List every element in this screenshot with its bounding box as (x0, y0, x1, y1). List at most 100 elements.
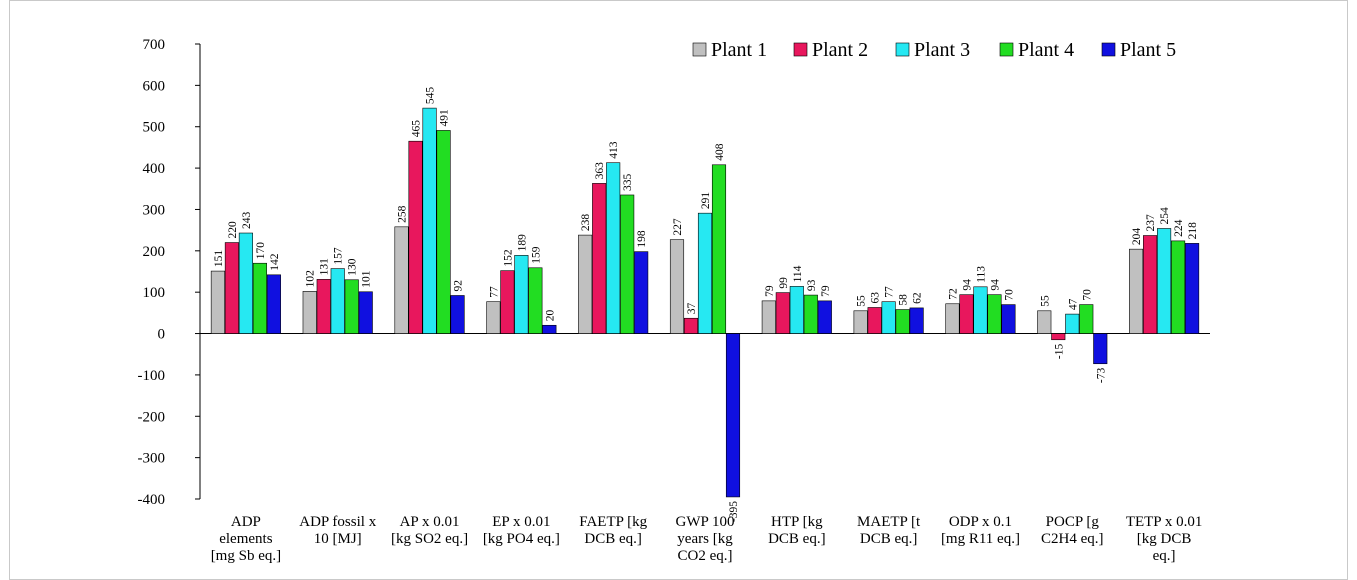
y-tick-label: 200 (143, 244, 166, 260)
bar-chart: 700 600 500 400 300 200 100 0 -100 -200 -300 -400 1… (138, 37, 1210, 564)
category-label-line: DCB eq.] (584, 531, 642, 547)
category-label: MAETP [t DCB eq.] (857, 514, 921, 547)
bar (224, 242, 239, 334)
data-label: 545 (425, 87, 437, 105)
bar (789, 286, 804, 334)
bar (697, 212, 713, 334)
y-tick-label: -100 (138, 368, 166, 384)
category-label: AP x 0.01 [kg SO2 eq.] (391, 514, 468, 547)
data-label: 94 (961, 279, 973, 291)
data-label: 79 (764, 285, 776, 297)
data-label: 465 (411, 120, 423, 138)
bar (514, 255, 529, 334)
category-label-line: DCB eq.] (768, 531, 826, 547)
data-label: 55 (1039, 295, 1051, 307)
data-label: 55 (856, 295, 868, 307)
bar (500, 270, 515, 334)
bar (1037, 310, 1052, 334)
data-label: 227 (672, 218, 684, 236)
data-label: 114 (792, 265, 804, 282)
category-label-line: FAETP [kg (579, 514, 647, 530)
data-label: -15 (1053, 344, 1065, 360)
data-label: 94 (989, 279, 1001, 291)
category-label-line: ADP fossil x (299, 514, 376, 530)
category-label-line: [kg DCB (1137, 531, 1192, 547)
data-label: 99 (778, 277, 790, 289)
data-label: 408 (714, 143, 726, 161)
data-label: 70 (1003, 289, 1015, 301)
chart-data-labels: 1512202431701421021311571301012584655454… (213, 87, 1199, 522)
data-label: 152 (502, 249, 514, 267)
data-label: 243 (241, 212, 253, 230)
bar (528, 267, 543, 334)
bar (909, 307, 924, 334)
data-label: 70 (1081, 289, 1093, 301)
data-label: 92 (453, 280, 465, 292)
category-label-line: years [kg (677, 531, 733, 547)
category-label-line: EP x 0.01 (492, 514, 550, 530)
data-label: -395 (728, 501, 740, 522)
data-label: 77 (488, 286, 500, 298)
legend-label: Plant 5 (1120, 39, 1176, 61)
category-label-line: [kg SO2 eq.] (391, 531, 468, 547)
category-label: POCP [g C2H4 eq.] (1041, 514, 1104, 547)
category-label-line: CO2 eq.] (678, 548, 733, 564)
bar (817, 300, 832, 334)
data-label: 204 (1131, 228, 1143, 246)
chart-legend: Plant 1 Plant 2 Plant 3 Plant 4 Plant 5 (692, 39, 1176, 61)
bar (266, 274, 281, 334)
category-label: ADP elements [mg Sb eq.] (211, 514, 281, 564)
bar (1051, 333, 1066, 341)
bar (408, 140, 423, 334)
y-tick-label: 400 (143, 161, 166, 177)
data-label: 130 (347, 258, 359, 276)
category-label-line: DCB eq.] (860, 531, 918, 547)
bar (620, 194, 635, 334)
bar (634, 251, 649, 334)
bar (316, 279, 331, 334)
data-label: 218 (1187, 222, 1199, 240)
legend-label: Plant 3 (914, 39, 970, 61)
data-label: 102 (305, 270, 317, 288)
bar (683, 317, 699, 334)
bar (578, 234, 593, 334)
category-label: FAETP [kg DCB eq.] (579, 514, 647, 547)
bar (881, 301, 896, 334)
bar (711, 164, 727, 334)
category-label-line: ADP (231, 514, 261, 530)
bar (725, 333, 741, 498)
data-label: 101 (361, 270, 373, 288)
legend-label: Plant 2 (812, 39, 868, 61)
bar (1079, 304, 1094, 334)
y-tick-label: -300 (138, 451, 166, 467)
bar (987, 294, 1002, 334)
bar (486, 301, 501, 334)
category-label: EP x 0.01 [kg PO4 eq.] (483, 514, 560, 547)
category-label-line: eq.] (1153, 548, 1176, 564)
bar (210, 270, 225, 334)
bar (895, 309, 910, 334)
category-label-line: ODP x 0.1 (949, 514, 1012, 530)
data-label: 413 (608, 141, 620, 159)
y-tick-label: 500 (143, 120, 166, 136)
bar (761, 300, 776, 334)
data-label: 159 (530, 246, 542, 264)
category-label: GWP 100 years [kg CO2 eq.] (675, 514, 734, 564)
data-label: 63 (870, 292, 882, 304)
bar (422, 107, 437, 334)
data-label: 20 (544, 310, 556, 322)
category-label-line: C2H4 eq.] (1041, 531, 1104, 547)
data-label: 254 (1159, 207, 1171, 225)
category-label-line: MAETP [t (857, 514, 921, 530)
data-label: 47 (1067, 298, 1079, 310)
y-tick-label: -400 (138, 492, 166, 508)
data-label: 62 (912, 292, 924, 304)
bar (1129, 248, 1144, 334)
bar (606, 162, 621, 334)
legend-swatch (1101, 42, 1116, 57)
category-label-line: HTP [kg (771, 514, 823, 530)
category-label: ADP fossil x 10 [MJ] (299, 514, 376, 547)
data-label: -73 (1095, 368, 1107, 384)
bar (238, 232, 253, 334)
bar (853, 310, 868, 334)
